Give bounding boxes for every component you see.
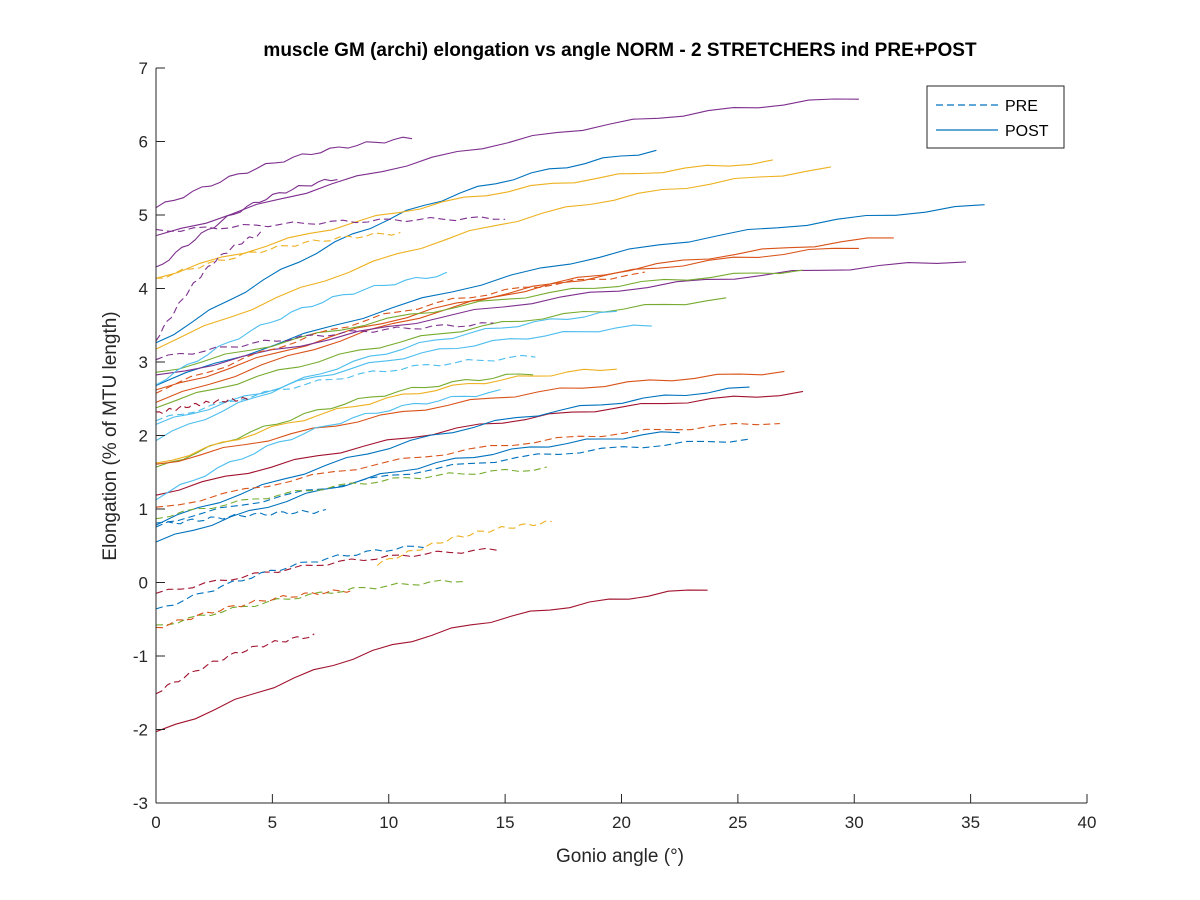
y-tick-label: 2 <box>139 427 148 446</box>
pre-series-line <box>376 520 552 566</box>
post-series-line <box>155 166 832 350</box>
pre-series-line <box>155 231 262 342</box>
x-tick-label: 40 <box>1078 813 1097 832</box>
post-series-line <box>155 390 804 496</box>
y-ticks: -3 -2 -1 0 1 2 3 4 5 6 7 <box>133 59 165 813</box>
x-tick-label: 10 <box>379 813 398 832</box>
post-series-line <box>155 247 859 391</box>
post-series-line <box>155 149 657 344</box>
pre-series-line <box>155 508 327 528</box>
pre-series-line <box>155 422 780 508</box>
x-tick-label: 15 <box>496 813 515 832</box>
post-series-line <box>155 261 967 376</box>
axes: 0 5 10 15 20 25 30 35 40 -3 -2 -1 0 1 2 3 4 5 6 7 <box>133 59 1097 832</box>
post-series-line <box>155 271 448 386</box>
post-series-line <box>155 368 617 464</box>
legend-box <box>926 85 1065 149</box>
x-tick-label: 20 <box>612 813 631 832</box>
pre-series-line <box>155 545 424 610</box>
y-axis-label: Elongation (% of MTU length) <box>100 311 121 560</box>
post-series-line <box>155 178 338 268</box>
y-tick-label: 6 <box>139 133 148 152</box>
pre-series-line <box>155 547 499 594</box>
pre-series-line <box>155 354 536 422</box>
pre-series-line <box>155 589 354 629</box>
y-tick-label: -1 <box>133 647 148 666</box>
post-series-line <box>155 431 680 543</box>
post-series-line <box>155 237 894 403</box>
y-tick-label: 5 <box>139 206 148 225</box>
y-tick-label: 1 <box>139 500 148 519</box>
x-tick-label: 25 <box>728 813 747 832</box>
x-axis-label: Gonio angle (°) <box>556 846 684 867</box>
legend-pre-label: PRE <box>1005 98 1038 115</box>
y-tick-label: 4 <box>139 280 148 299</box>
pre-series-line <box>155 271 645 394</box>
y-tick-label: 3 <box>139 353 148 372</box>
x-ticks: 0 5 10 15 20 25 30 35 40 <box>151 794 1096 832</box>
legend: PRE POST <box>926 85 1065 149</box>
post-series-line <box>155 389 501 501</box>
x-tick-label: 35 <box>961 813 980 832</box>
pre-series-line <box>155 579 464 626</box>
y-tick-label: 7 <box>139 59 148 78</box>
x-tick-label: 0 <box>151 813 160 832</box>
pre-series-line <box>155 216 506 232</box>
post-series-line <box>155 589 708 733</box>
x-tick-label: 5 <box>268 813 277 832</box>
y-tick-label: 0 <box>139 574 148 593</box>
y-tick-label: -3 <box>133 794 148 813</box>
series-layer <box>155 98 985 733</box>
post-series-line <box>155 370 785 465</box>
post-series-line <box>155 98 859 237</box>
post-series-line <box>155 269 804 373</box>
pre-series-line <box>155 322 494 361</box>
chart-title: muscle GM (archi) elongation vs angle NO… <box>263 40 977 61</box>
y-tick-label: -2 <box>133 721 148 740</box>
post-series-line <box>155 310 617 442</box>
legend-post-label: POST <box>1005 123 1049 140</box>
pre-series-line <box>155 438 750 524</box>
post-series-line <box>155 136 413 209</box>
pre-series-line <box>155 466 548 520</box>
post-series-line <box>155 159 773 279</box>
pre-series-line <box>155 396 250 415</box>
pre-series-line <box>155 633 315 695</box>
post-series-line <box>155 204 985 387</box>
post-series-line <box>155 324 652 425</box>
x-tick-label: 30 <box>845 813 864 832</box>
pre-series-line <box>155 231 401 279</box>
post-series-line <box>155 297 727 409</box>
